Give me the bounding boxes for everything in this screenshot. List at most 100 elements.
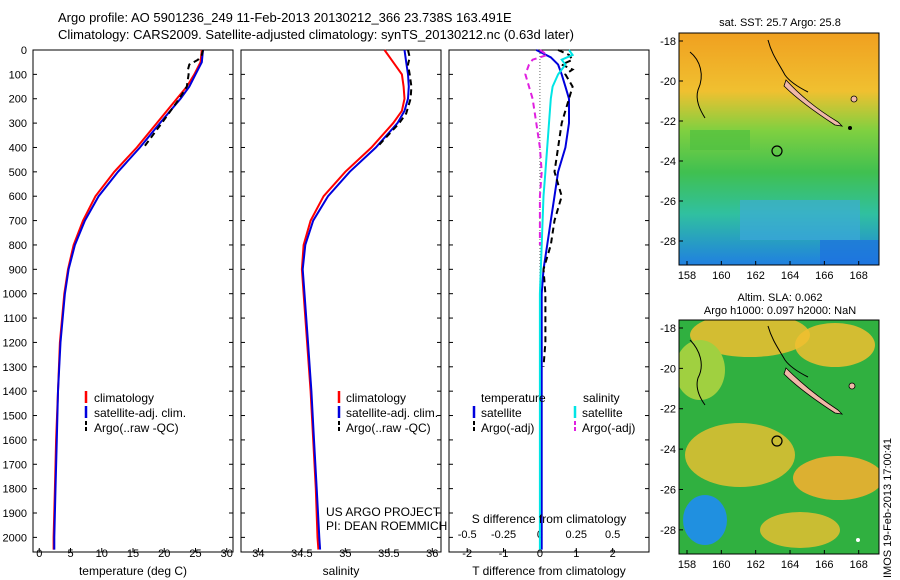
legend-label-t-satellite: satellite (481, 406, 522, 420)
island-dot (856, 538, 860, 542)
map-x-tick-label: 160 (712, 270, 730, 282)
x-tick-label: 2 (610, 548, 616, 560)
map-y-tick-label: -22 (660, 404, 676, 416)
sla-map-frame (678, 319, 880, 555)
legend-label-climatology: climatology (346, 391, 406, 405)
map-x-tick-label: 166 (815, 559, 833, 571)
t-difference-xlabel: T difference from climatology (472, 564, 626, 578)
map-y-tick-label: -28 (660, 236, 676, 248)
sla-anomaly (795, 323, 875, 367)
depth-tick-label: 1900 (3, 508, 27, 520)
depth-tick-label: 0 (21, 45, 27, 57)
depth-tick-label: 800 (9, 240, 27, 252)
depth-tick-label: 1600 (3, 435, 27, 447)
s-tick-label: 0.25 (566, 529, 587, 541)
temperature-plot: 0 5 10 15 20 25 30 (36, 49, 233, 560)
sla-anomaly (685, 423, 795, 487)
map-y-tick-label: -26 (660, 484, 676, 496)
sla-map-title: Altim. SLA: 0.062 (738, 292, 823, 304)
map-y-tick-label: -22 (660, 116, 676, 128)
map-x-tick-label: 168 (850, 270, 868, 282)
difference-plot: -2 -1 0 1 2-0.5 -0.25 0 0.25 0.5 (458, 49, 620, 560)
island-dot (848, 126, 852, 130)
sla-anomaly (683, 495, 727, 545)
sla-anomaly (690, 320, 810, 357)
map-y-tick-label: -28 (660, 525, 676, 537)
credit-project: US ARGO PROJECT (326, 505, 441, 519)
depth-tick-label: 300 (9, 118, 27, 130)
map-y-tick-label: -18 (660, 36, 676, 48)
reef-outline (767, 39, 809, 93)
legend-label-t-argo: Argo(-adj) (481, 421, 534, 435)
x-tick-label: -1 (499, 548, 509, 560)
sla-anomaly (679, 340, 725, 400)
depth-axis: 0 100 200 300 400 500 600 700 800 900 1000 1100 1200… (3, 45, 649, 544)
x-tick-label: 0 (537, 548, 543, 560)
depth-tick-label: 1800 (3, 484, 27, 496)
legend-label-s-satellite: satellite (582, 406, 623, 420)
sst-map: sat. SST: 25.7 Argo: 25.8 -18 -20 -22 -24 -2… (660, 17, 880, 282)
s-tick-label: -0.5 (458, 529, 477, 541)
x-tick-label: 36 (426, 548, 438, 560)
sst-patch (820, 240, 879, 265)
x-tick-label: -2 (462, 548, 472, 560)
x-tick-label: 34 (252, 548, 264, 560)
series-line-salinity-1 (301, 49, 410, 550)
depth-tick-label: 100 (9, 69, 27, 81)
reef-outline (689, 339, 706, 406)
depth-tick-label: 1400 (3, 386, 27, 398)
title-line-1: Argo profile: AO 5901236_249 11-Feb-2013… (58, 10, 512, 25)
salinity-plot: 34 34.5 35 35.5 36 (252, 49, 438, 560)
sst-map-frame (678, 32, 880, 266)
map-x-tick-label: 162 (746, 559, 764, 571)
sla-map: Altim. SLA: 0.062 Argo h1000: 0.097 h200… (660, 292, 880, 571)
depth-tick-label: 1300 (3, 362, 27, 374)
island-dot (848, 382, 856, 390)
title-line-2: Climatology: CARS2009. Satellite-adjuste… (58, 27, 574, 42)
depth-tick-label: 200 (9, 94, 27, 106)
legend-label-satellite: satellite-adj. clim. (346, 406, 438, 420)
sst-patch (690, 130, 750, 150)
map-x-tick-label: 166 (815, 270, 833, 282)
sla-map-subtitle: Argo h1000: 0.097 h2000: NaN (704, 305, 856, 317)
difference-legend: temperature salinity satellite Argo(-adj… (472, 391, 635, 435)
new-caledonia-island (783, 367, 844, 415)
x-tick-label: 10 (96, 548, 108, 560)
map-x-tick-label: 168 (850, 559, 868, 571)
imos-timestamp-label: IMOS 19-Feb-2013 17:00:41 (882, 437, 894, 578)
depth-tick-label: 1000 (3, 289, 27, 301)
x-tick-label: 1 (573, 548, 579, 560)
x-tick-label: 5 (67, 548, 73, 560)
sla-anomaly (793, 456, 879, 500)
series-line-temperature-1 (53, 49, 204, 550)
legend-label-satellite: satellite-adj. clim. (94, 406, 186, 420)
map-y-tick-label: -20 (660, 363, 676, 375)
map-y-tick-label: -26 (660, 196, 676, 208)
sst-map-axes: -18 -20 -22 -24 -26 -28 158 160 162 164 166 168 (660, 36, 868, 282)
depth-tick-label: 900 (9, 264, 27, 276)
series-line-difference-1 (542, 49, 575, 367)
salinity-panel-frame (240, 49, 442, 553)
sla-anomaly (760, 512, 840, 548)
depth-tick-label: 400 (9, 142, 27, 154)
depth-tick-label: 600 (9, 191, 27, 203)
depth-tick-label: 1100 (3, 313, 27, 325)
s-difference-xlabel: S difference from climatology (472, 512, 627, 526)
x-tick-label: 35.5 (378, 548, 399, 560)
legend-label-s-argo: Argo(-adj) (582, 421, 635, 435)
x-tick-label: 0 (36, 548, 42, 560)
series-line-salinity-0 (300, 49, 406, 550)
difference-panel-frame (448, 49, 650, 553)
depth-tick-label: 2000 (3, 532, 27, 544)
depth-tick-label: 500 (9, 167, 27, 179)
sla-map-axes: -18 -20 -22 -24 -26 -28 158 160 162 164 166 168 (660, 323, 868, 571)
sst-patch (740, 200, 860, 240)
s-tick-label: 0.5 (605, 529, 620, 541)
series-line-temperature-2 (142, 49, 204, 149)
map-x-tick-label: 158 (678, 270, 696, 282)
series-line-temperature-0 (52, 49, 203, 550)
x-tick-label: 34.5 (291, 548, 312, 560)
legend-title-temperature: temperature (481, 391, 546, 405)
legend-label-argo: Argo(..raw -QC) (346, 421, 431, 435)
